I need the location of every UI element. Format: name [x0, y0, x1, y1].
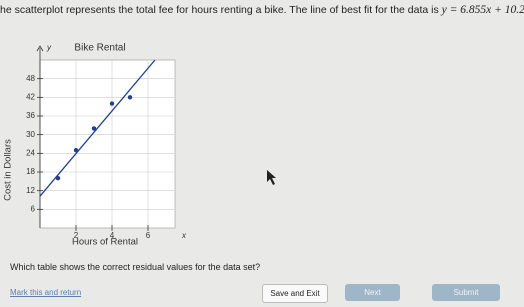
- prompt: he scatterplot represents the total fee …: [0, 4, 524, 16]
- y-tick-label: 12: [26, 186, 35, 195]
- y-axis-name: y: [46, 43, 52, 52]
- data-point: [91, 126, 97, 131]
- chart-title: Bike Rental: [74, 43, 125, 54]
- data-point: [55, 176, 61, 181]
- x-tick-label: 4: [110, 231, 115, 240]
- y-axis-arrow: [36, 45, 44, 52]
- y-tick-label: 24: [26, 148, 35, 157]
- equation: y = 6.855x + 10.215.: [441, 4, 524, 16]
- x-axis-label: Hours of Rental: [72, 237, 138, 248]
- y-tick-label: 48: [26, 74, 35, 83]
- submit-button[interactable]: Submit: [432, 284, 500, 301]
- chart: Bike Rental Hours of Rental Cost in Doll…: [3, 43, 187, 248]
- y-tick-label: 42: [26, 92, 35, 101]
- prompt-text: he scatterplot represents the total fee …: [0, 4, 442, 16]
- y-tick-label: 36: [26, 111, 35, 120]
- x-axis-name: x: [181, 231, 187, 240]
- next-button[interactable]: Next: [345, 284, 400, 301]
- save-button[interactable]: Save and Exit: [262, 284, 328, 303]
- question: Which table shows the correct residual v…: [10, 262, 261, 272]
- cursor: [267, 170, 276, 185]
- y-tick-label: 30: [26, 130, 35, 139]
- y-tick-label: 6: [31, 204, 36, 213]
- x-tick-label: 6: [146, 231, 151, 240]
- y-tick-label: 18: [26, 167, 35, 176]
- data-point: [127, 95, 133, 100]
- x-tick-label: 2: [74, 231, 79, 240]
- mark-link[interactable]: Mark this and return: [10, 288, 82, 297]
- fit-line: [39, 59, 156, 197]
- plot-area: [39, 59, 176, 229]
- data-point: [73, 148, 79, 153]
- data-point: [109, 101, 115, 106]
- y-axis-label: Cost in Dollars: [3, 139, 14, 201]
